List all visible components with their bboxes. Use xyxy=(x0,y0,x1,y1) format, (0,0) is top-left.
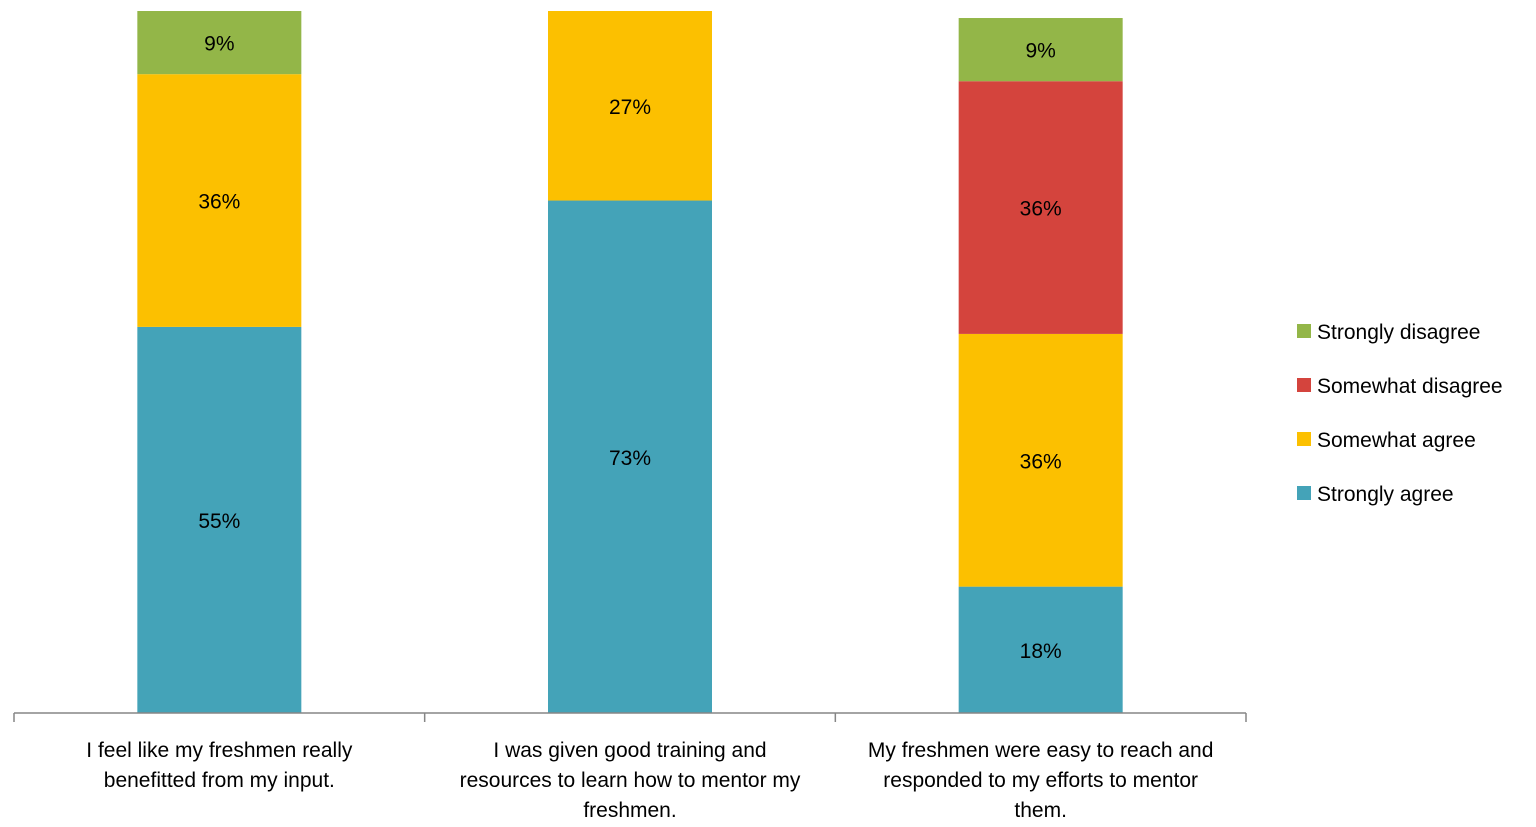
data-label-strongly-agree-3: 18% xyxy=(1020,640,1062,663)
bar-segment-strongly-agree-2 xyxy=(548,200,712,714)
bars-layer xyxy=(137,11,1123,714)
x-tick-label-line: responded to my efforts to mentor xyxy=(883,769,1198,792)
data-labels-layer: 55% 36% 9% 73% 27% 18% 36% 36% 9% xyxy=(198,33,1061,663)
legend-label-somewhat-disagree: Somewhat disagree xyxy=(1317,375,1503,398)
data-label-strongly-disagree-3: 9% xyxy=(1025,40,1055,63)
x-tick-label-line: resources to learn how to mentor my xyxy=(460,769,801,792)
x-tick-label-line: I feel like my freshmen really xyxy=(86,739,353,762)
bar-segment-somewhat-agree-1 xyxy=(137,74,302,327)
legend-swatch-somewhat-disagree xyxy=(1297,378,1311,392)
legend-label-strongly-agree: Strongly agree xyxy=(1317,483,1454,506)
legend-swatch-strongly-disagree xyxy=(1297,324,1311,338)
legend-swatch-strongly-agree xyxy=(1297,486,1311,500)
x-tick-label-line: benefitted from my input. xyxy=(104,769,335,792)
x-tick-label-2: I was given good training and resources t… xyxy=(460,739,801,822)
bar-segment-somewhat-agree-2 xyxy=(548,11,712,201)
x-tick-label-3: My freshmen were easy to reach and respon… xyxy=(868,739,1214,822)
bar-segment-strongly-disagree-1 xyxy=(137,11,302,75)
bar-segment-strongly-agree-1 xyxy=(137,326,302,713)
data-label-somewhat-agree-1: 36% xyxy=(198,191,240,214)
x-tick-label-line: I was given good training and xyxy=(493,739,766,762)
data-label-strongly-agree-1: 55% xyxy=(198,510,240,533)
bar-segment-somewhat-agree-3 xyxy=(958,333,1123,587)
x-tick-label-line: freshmen. xyxy=(583,799,676,822)
data-label-somewhat-disagree-3: 36% xyxy=(1020,198,1062,221)
data-label-strongly-agree-2: 73% xyxy=(609,447,651,470)
legend: Strongly disagree Somewhat disagree Somewh… xyxy=(1297,321,1503,506)
x-tick-label-1: I feel like my freshmen really benefitted… xyxy=(86,739,353,792)
x-tick-label-line: My freshmen were easy to reach and xyxy=(868,739,1214,762)
data-label-somewhat-agree-2: 27% xyxy=(609,96,651,119)
bar-segment-strongly-agree-3 xyxy=(958,586,1123,713)
data-label-somewhat-agree-3: 36% xyxy=(1020,450,1062,473)
data-label-strongly-disagree-1: 9% xyxy=(204,33,234,56)
legend-label-somewhat-agree: Somewhat agree xyxy=(1317,429,1476,452)
legend-swatch-somewhat-agree xyxy=(1297,432,1311,446)
bar-segment-somewhat-disagree-3 xyxy=(958,81,1123,334)
x-tick-label-line: them. xyxy=(1014,799,1067,822)
x-axis: I feel like my freshmen really benefitted… xyxy=(13,712,1247,822)
bar-segment-strongly-disagree-3 xyxy=(958,18,1123,82)
legend-label-strongly-disagree: Strongly disagree xyxy=(1317,321,1480,344)
